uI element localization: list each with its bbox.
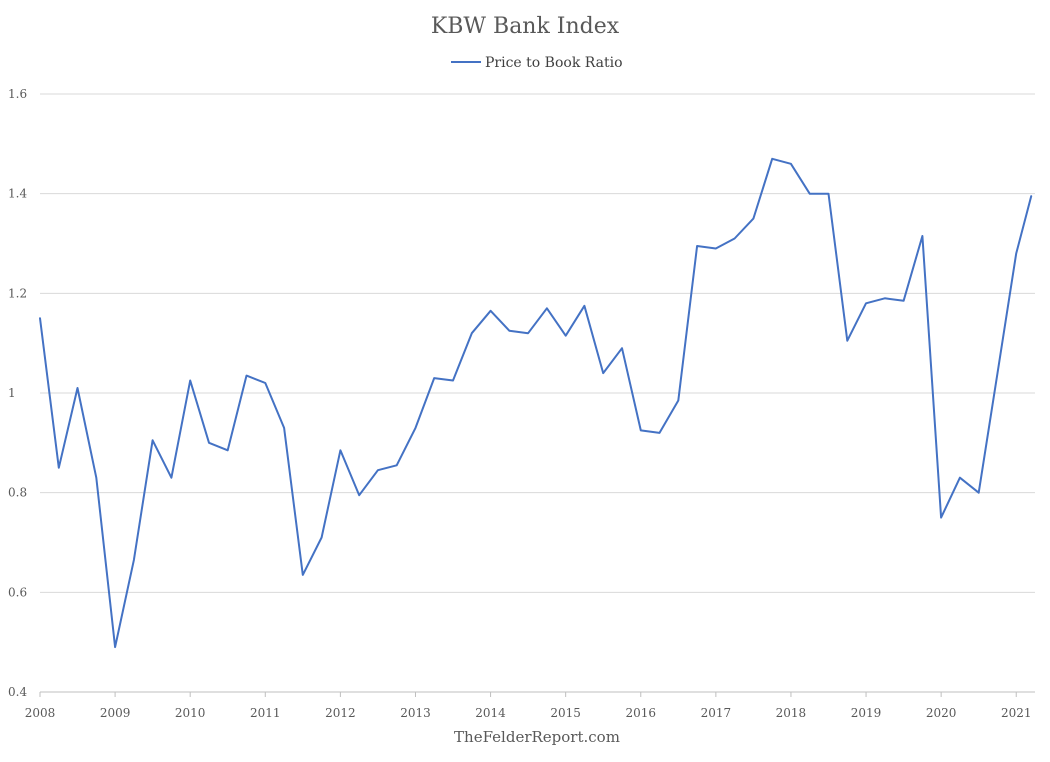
x-axis-labels: 2008 2009 2010 2011 2012 2013 2014 2015 2016 2017…: [25, 706, 1032, 720]
x-tick-label: 2009: [100, 706, 131, 720]
x-tick-label: 2011: [250, 706, 281, 720]
gridlines: [40, 93, 1035, 593]
y-tick-label: 1.6: [8, 87, 27, 101]
x-tick-label: 2012: [325, 706, 356, 720]
y-tick-label: 0.6: [8, 585, 27, 599]
source-credit: TheFelderReport.com: [454, 728, 620, 746]
x-tick-label: 2015: [550, 706, 581, 720]
x-tick-label: 2017: [701, 706, 732, 720]
x-tick-label: 2020: [926, 706, 957, 720]
x-tick-label: 2019: [851, 706, 882, 720]
legend: Price to Book Ratio: [451, 55, 623, 71]
x-tick-label: 2021: [1001, 706, 1032, 720]
x-tick-label: 2016: [625, 706, 656, 720]
y-tick-label: 0.4: [8, 685, 27, 699]
x-tick-label: 2018: [776, 706, 807, 720]
y-tick-label: 1.2: [8, 286, 27, 300]
x-tick-label: 2013: [400, 706, 431, 720]
series-line: [39, 157, 1033, 649]
legend-label: Price to Book Ratio: [485, 55, 623, 71]
y-tick-label: 0.8: [8, 486, 27, 500]
x-axis: [39, 691, 1035, 697]
series-layer: [39, 157, 1033, 649]
y-tick-label: 1: [8, 386, 16, 400]
x-tick-label: 2008: [25, 706, 56, 720]
y-tick-label: 1.4: [8, 187, 27, 201]
chart-title: KBW Bank Index: [431, 14, 620, 39]
y-axis: 0.4 0.6 0.8 1 1.2 1.4 1.6: [8, 87, 27, 699]
x-tick-label: 2010: [175, 706, 206, 720]
x-tick-label: 2014: [475, 706, 506, 720]
